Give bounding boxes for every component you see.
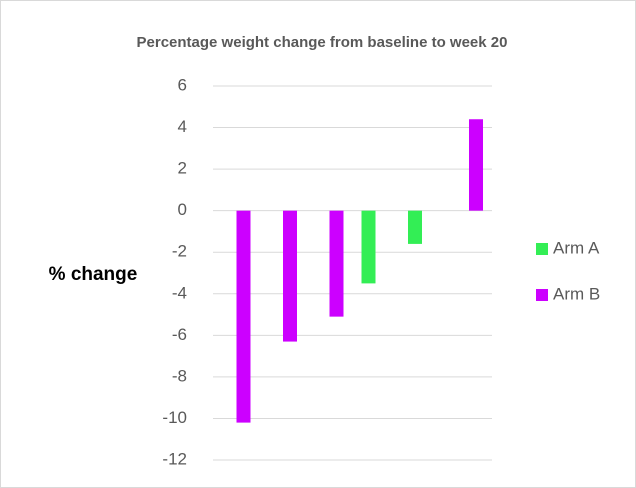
y-tick-label: -10 <box>162 408 187 427</box>
y-tick-label: 2 <box>178 159 187 178</box>
legend-label: Arm A <box>553 238 600 257</box>
y-tick-label: -6 <box>172 325 187 344</box>
y-tick-label: -12 <box>162 449 187 468</box>
bar <box>469 119 483 211</box>
bar <box>283 210 297 342</box>
y-axis-label: % change <box>49 264 138 285</box>
y-tick-label: -8 <box>172 366 187 385</box>
legend-swatch <box>536 243 548 255</box>
bar <box>408 210 422 244</box>
y-tick-label: 6 <box>178 75 187 94</box>
chart-title: Percentage weight change from baseline t… <box>137 34 508 51</box>
bar <box>361 210 376 284</box>
y-tick-label: 4 <box>178 117 187 136</box>
y-tick-label: -2 <box>172 242 187 261</box>
y-tick-label: -4 <box>172 283 187 302</box>
bar <box>236 210 251 423</box>
y-tick-label: 0 <box>178 200 187 219</box>
legend-swatch <box>536 289 548 301</box>
legend-label: Arm B <box>553 284 600 303</box>
bar <box>329 210 344 317</box>
